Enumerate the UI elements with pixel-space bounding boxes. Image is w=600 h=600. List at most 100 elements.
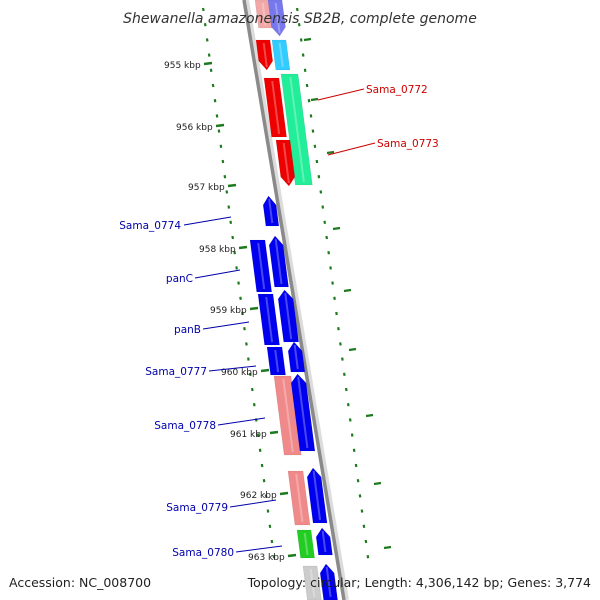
gene-feature [275,139,296,187]
outer-tick-dot [352,448,356,452]
gene-label: panB [174,324,201,336]
outer-tick-dot [362,524,366,528]
backbone-line [242,0,346,600]
outer-tick-dot [297,23,301,27]
inner-tick-dot [268,524,272,528]
inner-tick-dot [235,266,238,270]
outer-tick-dot [307,99,311,103]
kbp-major-tick [260,368,270,373]
inner-tick-dot [239,296,242,300]
outer-tick-dot [325,235,329,240]
outer-tick-dot [329,266,332,270]
kbp-major-tick [269,430,279,435]
kbp-tick-label: 961 kbp [230,430,267,440]
outer-tick-dot [301,53,305,57]
outer-tick-dot [335,311,338,316]
outer-tick-dot [358,494,362,498]
kbp-major-tick [227,183,237,188]
outer-tick-dot [317,175,321,179]
kbp-major-tick [287,553,297,558]
inner-tick-dot [260,463,264,468]
inner-tick-dot [272,555,276,559]
outer-tick-dot [319,190,323,194]
inner-tick-dot [215,114,219,118]
inner-tick-dot [225,190,229,194]
outer-major-tick [383,545,392,550]
kbp-major-tick [203,61,213,66]
gene-label: panC [166,273,193,285]
gene-feature [262,195,280,227]
gene-feature-highlight [293,344,299,370]
inner-tick-dot [231,235,235,240]
gene-feature-highlight [274,238,283,285]
gene-feature-highlight [274,2,281,34]
inner-tick-dot [211,83,215,88]
gene-feature [268,235,289,288]
gene-feature-highlight [257,242,266,290]
topology-summary: Topology: circular; Length: 4,306,142 bp… [247,575,591,590]
outer-tick-dot [331,281,334,285]
gene-feature [257,293,280,346]
gene-feature-highlight [262,42,268,68]
outer-tick-dot [315,159,319,164]
gene-feature-highlight [289,76,305,183]
kbp-tick-label: 957 kbp [188,183,225,193]
gene-label-leader [327,142,376,156]
kbp-tick-label: 955 kbp [164,61,201,71]
kbp-tick-label: 963 kbp [248,553,285,563]
outer-tick-dot [348,418,352,422]
outer-tick-dot [309,114,313,118]
gene-feature-highlight [278,42,284,68]
gene-label: Sama_0777 [145,366,207,378]
gene-label-leader [194,269,241,279]
gene-label-leader [202,321,250,330]
kbp-tick-label: 959 kbp [210,306,247,316]
outer-major-tick [332,226,341,231]
gene-feature [267,0,286,37]
inner-tick-dot [207,53,211,57]
genome-backbone [242,0,349,600]
kbp-major-tick [279,491,289,496]
gene-feature-highlight [295,473,304,523]
inner-tick-dot [241,311,244,316]
gene-feature [266,346,286,376]
gene-feature [306,467,328,524]
gene-feature-highlight [303,532,309,556]
inner-tick-dot [252,403,256,407]
outer-tick-dot [350,433,354,437]
inner-tick-dot [201,7,205,12]
inner-tick-dot [209,68,213,72]
outer-tick-dot [337,327,340,331]
gene-feature-highlight [265,296,274,343]
outer-tick-dot [341,357,344,361]
outer-tick-dot [323,220,327,224]
inner-tick-dot [217,129,221,133]
gene-feature-highlight [274,349,280,373]
outer-major-tick [343,288,352,293]
gene-feature [302,565,322,600]
gene-feature-highlight [309,568,316,598]
gene-label: Sama_0772 [366,84,428,96]
inner-tick-dot [270,539,274,544]
gene-label: Sama_0780 [172,547,234,559]
inner-tick-dot [262,479,266,483]
gene-feature-highlight [261,2,267,26]
inner-tick-dot [213,99,217,103]
outer-tick-dot [366,555,370,559]
inner-tick-dot [221,159,225,164]
outer-major-tick [365,413,374,418]
gene-label-leader [217,417,266,426]
gene-label: Sama_0774 [119,220,181,232]
outer-tick-dot [339,342,342,346]
outer-tick-dot [327,251,330,255]
kbp-major-tick [238,245,248,250]
gene-label-leader [183,216,232,226]
outer-major-tick [303,37,312,42]
outer-tick-dot [333,296,336,300]
outer-tick-dot [303,68,307,72]
map-title: Shewanella amazonensis SB2B, complete ge… [123,11,477,27]
inner-tick-dot [203,23,207,27]
inner-tick-dot [247,357,250,361]
outer-tick-dot [344,387,348,392]
